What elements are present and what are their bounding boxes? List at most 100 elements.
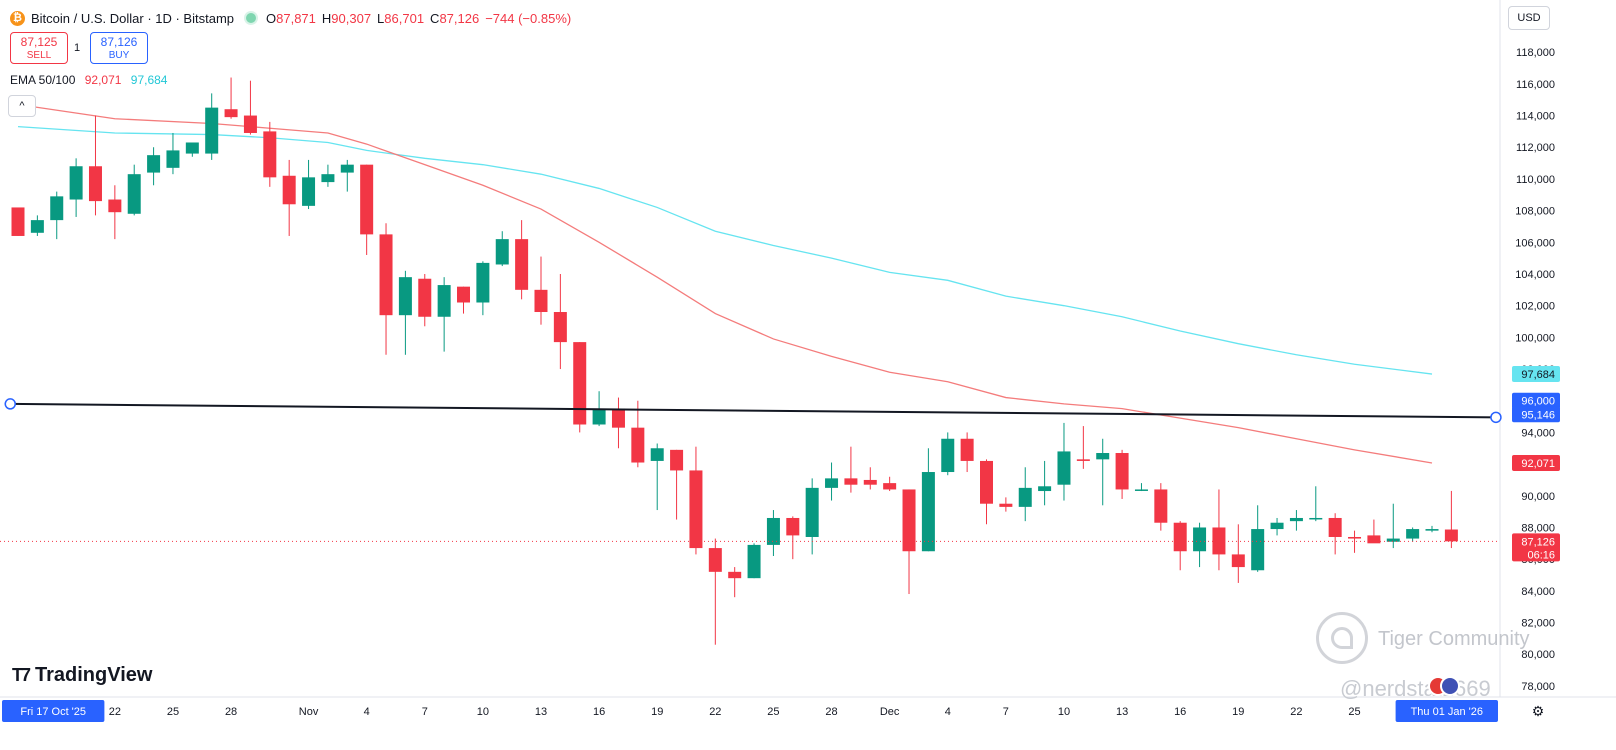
candle-body <box>11 207 25 236</box>
candle-body <box>921 472 935 552</box>
x-tick-label: 25 <box>167 706 179 718</box>
sell-price: 87,125 <box>20 35 58 49</box>
candle-body <box>863 479 877 485</box>
y-tick-label: 84,000 <box>1521 586 1555 598</box>
ohlc-open-key: O <box>266 10 277 26</box>
trendline-handle-right[interactable] <box>1490 411 1502 424</box>
symbol-title[interactable]: Bitcoin / U.S. Dollar · 1D · Bitstamp <box>31 10 234 26</box>
candle-body <box>747 544 761 579</box>
candle-body <box>1425 529 1439 531</box>
price-label-text: 92,071 <box>1521 458 1555 470</box>
y-tick-label: 116,000 <box>1516 79 1555 91</box>
candle-body <box>1251 529 1265 571</box>
candle-body <box>1173 522 1187 552</box>
candle-body <box>1018 487 1032 507</box>
x-tick-label: 4 <box>945 706 951 718</box>
x-tick-label: 28 <box>825 706 837 718</box>
candle-body <box>30 220 44 233</box>
candle-body <box>1367 535 1381 544</box>
price-label <box>1512 406 1560 423</box>
candle-body <box>515 239 529 290</box>
candle-body <box>166 150 180 168</box>
sell-button[interactable]: 87,125 SELL <box>10 32 68 64</box>
candle-body <box>476 262 490 303</box>
trendline-handle-left[interactable] <box>4 398 17 410</box>
candle-body <box>999 503 1013 507</box>
candle-body <box>650 448 664 461</box>
price-label <box>1512 533 1560 562</box>
price-label-text: 87,126 <box>1521 536 1555 548</box>
currency-selector[interactable]: USD <box>1508 6 1550 30</box>
tradingview-logo-icon: T7 <box>12 665 31 685</box>
x-tick-label: 16 <box>593 706 605 718</box>
x-tick-label: 10 <box>477 706 489 718</box>
candle-body <box>88 166 102 202</box>
candle-body <box>1309 517 1323 520</box>
x-tick-label: 19 <box>651 706 663 718</box>
x-tick-label: 19 <box>1232 706 1244 718</box>
ohlc-low-key: L <box>377 10 385 26</box>
order-quantity[interactable]: 1 <box>74 42 81 54</box>
watermark-user: @nerdstat1669 <box>1340 676 1491 701</box>
y-tick-label: 108,000 <box>1515 206 1555 218</box>
candle-body <box>1231 554 1245 568</box>
ohlc-low-value: 86,701 <box>384 10 425 26</box>
price-label <box>1512 454 1560 471</box>
candle-body <box>127 174 141 214</box>
candle-body <box>263 131 277 178</box>
sell-label: SELL <box>26 50 52 61</box>
candle-body <box>883 483 897 490</box>
candle-body <box>50 196 64 221</box>
flag-icon <box>1440 676 1460 696</box>
candle-body <box>1096 453 1110 460</box>
y-tick-label: 106,000 <box>1515 237 1555 249</box>
candle-body <box>224 109 238 118</box>
y-tick-label: 94,000 <box>1521 427 1555 439</box>
collapse-indicators-button[interactable]: ^ <box>8 95 36 117</box>
candle-body <box>980 460 993 504</box>
market-status-icon[interactable] <box>244 11 258 25</box>
x-tick-label: 4 <box>364 706 370 718</box>
tradingview-logo[interactable]: T7 TradingView <box>12 664 152 687</box>
candle-body <box>1154 489 1168 523</box>
y-tick-label: 78,000 <box>1521 681 1555 693</box>
x-tick-label: 22 <box>709 706 721 718</box>
buy-button[interactable]: 87,126 BUY <box>90 32 148 64</box>
trendline <box>10 402 1496 419</box>
candle-body <box>1270 522 1284 530</box>
ema-legend[interactable]: EMA 50/100 92,071 97,684 <box>10 73 173 87</box>
candle-body <box>243 115 257 133</box>
candle-body <box>360 164 374 235</box>
price-label-text: 96,000 <box>1521 396 1555 408</box>
x-tick-label: 7 <box>1003 706 1009 718</box>
candle-body <box>670 449 684 471</box>
time-cursor-box <box>2 700 105 722</box>
y-tick-label: 100,000 <box>1515 332 1555 344</box>
candle-body <box>611 408 625 428</box>
x-tick-label: 25 <box>1348 706 1360 718</box>
y-tick-label: 88,000 <box>1521 522 1555 534</box>
candle-body <box>941 438 955 473</box>
y-tick-label: 80,000 <box>1521 649 1555 661</box>
price-change: −744 (−0.85%) <box>485 10 572 26</box>
candle-body <box>69 166 83 200</box>
candle-body <box>631 427 645 463</box>
y-tick-label: 114,000 <box>1516 111 1555 123</box>
candle-body <box>708 548 722 572</box>
event-flags-icon[interactable] <box>1428 676 1464 698</box>
tiger-community-logo-icon <box>1316 612 1368 664</box>
settings-gear-icon[interactable]: ⚙ <box>1531 703 1545 719</box>
candle-body <box>282 175 296 205</box>
x-tick-label: Fri 17 Oct '25 <box>20 706 86 718</box>
candle-body <box>1444 529 1458 542</box>
candle-body <box>1212 527 1226 555</box>
candle-body <box>1386 538 1400 542</box>
candle-body <box>553 312 567 343</box>
time-cursor-box <box>1395 700 1498 722</box>
price-label <box>1512 366 1560 383</box>
candle-body <box>1406 529 1420 539</box>
candle-body <box>1193 527 1207 552</box>
candle-body <box>108 199 122 213</box>
x-tick-label: 25 <box>767 706 779 718</box>
